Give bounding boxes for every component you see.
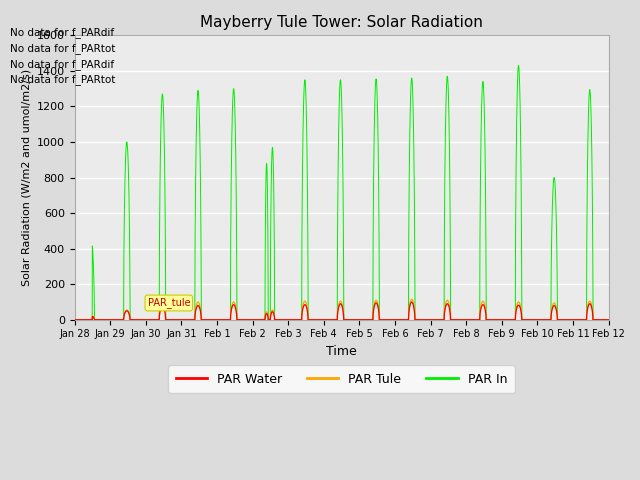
Text: No data for f_PARdif: No data for f_PARdif <box>10 27 115 38</box>
Text: No data for f_PARdif: No data for f_PARdif <box>10 59 115 70</box>
Text: PAR_tule: PAR_tule <box>147 298 190 309</box>
X-axis label: Time: Time <box>326 345 357 358</box>
Text: No data for f_PARtot: No data for f_PARtot <box>10 43 116 54</box>
Y-axis label: Solar Radiation (W/m2 and umol/m2/s): Solar Radiation (W/m2 and umol/m2/s) <box>21 69 31 286</box>
Legend: PAR Water, PAR Tule, PAR In: PAR Water, PAR Tule, PAR In <box>168 365 515 393</box>
Title: Mayberry Tule Tower: Solar Radiation: Mayberry Tule Tower: Solar Radiation <box>200 15 483 30</box>
Text: No data for f_PARtot: No data for f_PARtot <box>10 74 116 85</box>
